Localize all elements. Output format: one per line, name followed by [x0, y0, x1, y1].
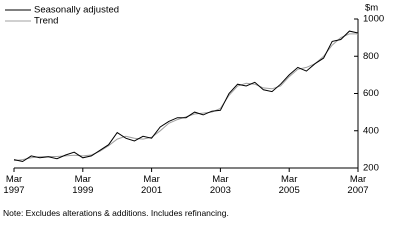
legend-label: Seasonally adjusted [34, 5, 119, 16]
y-tick-label: 1000 [363, 14, 384, 25]
x-tick-label: Mar 2007 [347, 174, 369, 196]
x-tick-label: Mar 1999 [72, 174, 94, 196]
x-tick-label: Mar 2001 [141, 174, 163, 196]
y-unit: $m [365, 3, 378, 14]
chart: $m 200 400 600 800 1000 Seasonally adjusted Tr… [3, 3, 384, 218]
x-tick-label: Mar 2005 [278, 174, 300, 196]
x-tick-label: Mar 2003 [209, 174, 231, 196]
series-line [13, 30, 359, 163]
y-tick-label: 400 [363, 125, 379, 136]
y-tick-label: 600 [363, 88, 379, 99]
y-tick-label: 200 [363, 163, 379, 174]
x-tick-label: Mar 1997 [3, 174, 25, 196]
note: Note: Excludes alterations & additions. … [3, 208, 229, 218]
series-line [13, 33, 358, 162]
y-tick-label: 800 [363, 51, 379, 62]
chart-svg: $m 200 400 600 800 1000 Seasonally adjustedTr… [5, 3, 384, 174]
legend-label: Trend [34, 16, 58, 27]
